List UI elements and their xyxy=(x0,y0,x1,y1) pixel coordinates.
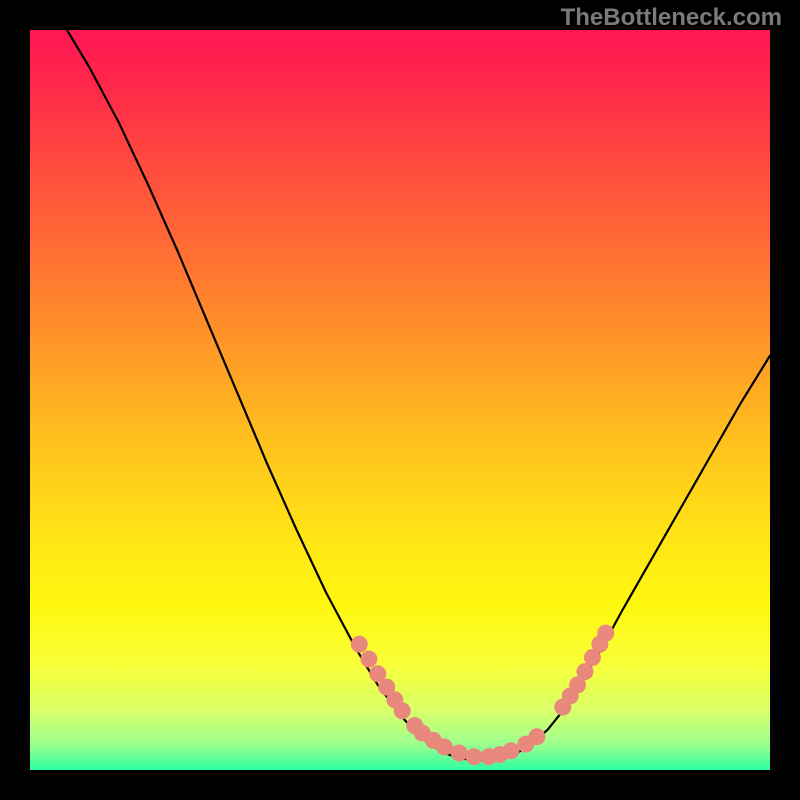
marker-dot xyxy=(597,625,614,642)
marker-dot xyxy=(436,739,453,756)
chart-svg xyxy=(30,30,770,770)
marker-dot xyxy=(528,728,545,745)
marker-dot xyxy=(351,636,368,653)
marker-dot xyxy=(503,742,520,759)
marker-dot xyxy=(451,744,468,761)
plot-area xyxy=(30,30,770,770)
marker-dot xyxy=(394,702,411,719)
gradient-background xyxy=(30,30,770,770)
watermark-text: TheBottleneck.com xyxy=(561,4,782,32)
marker-dot xyxy=(360,651,377,668)
marker-dot xyxy=(466,748,483,765)
